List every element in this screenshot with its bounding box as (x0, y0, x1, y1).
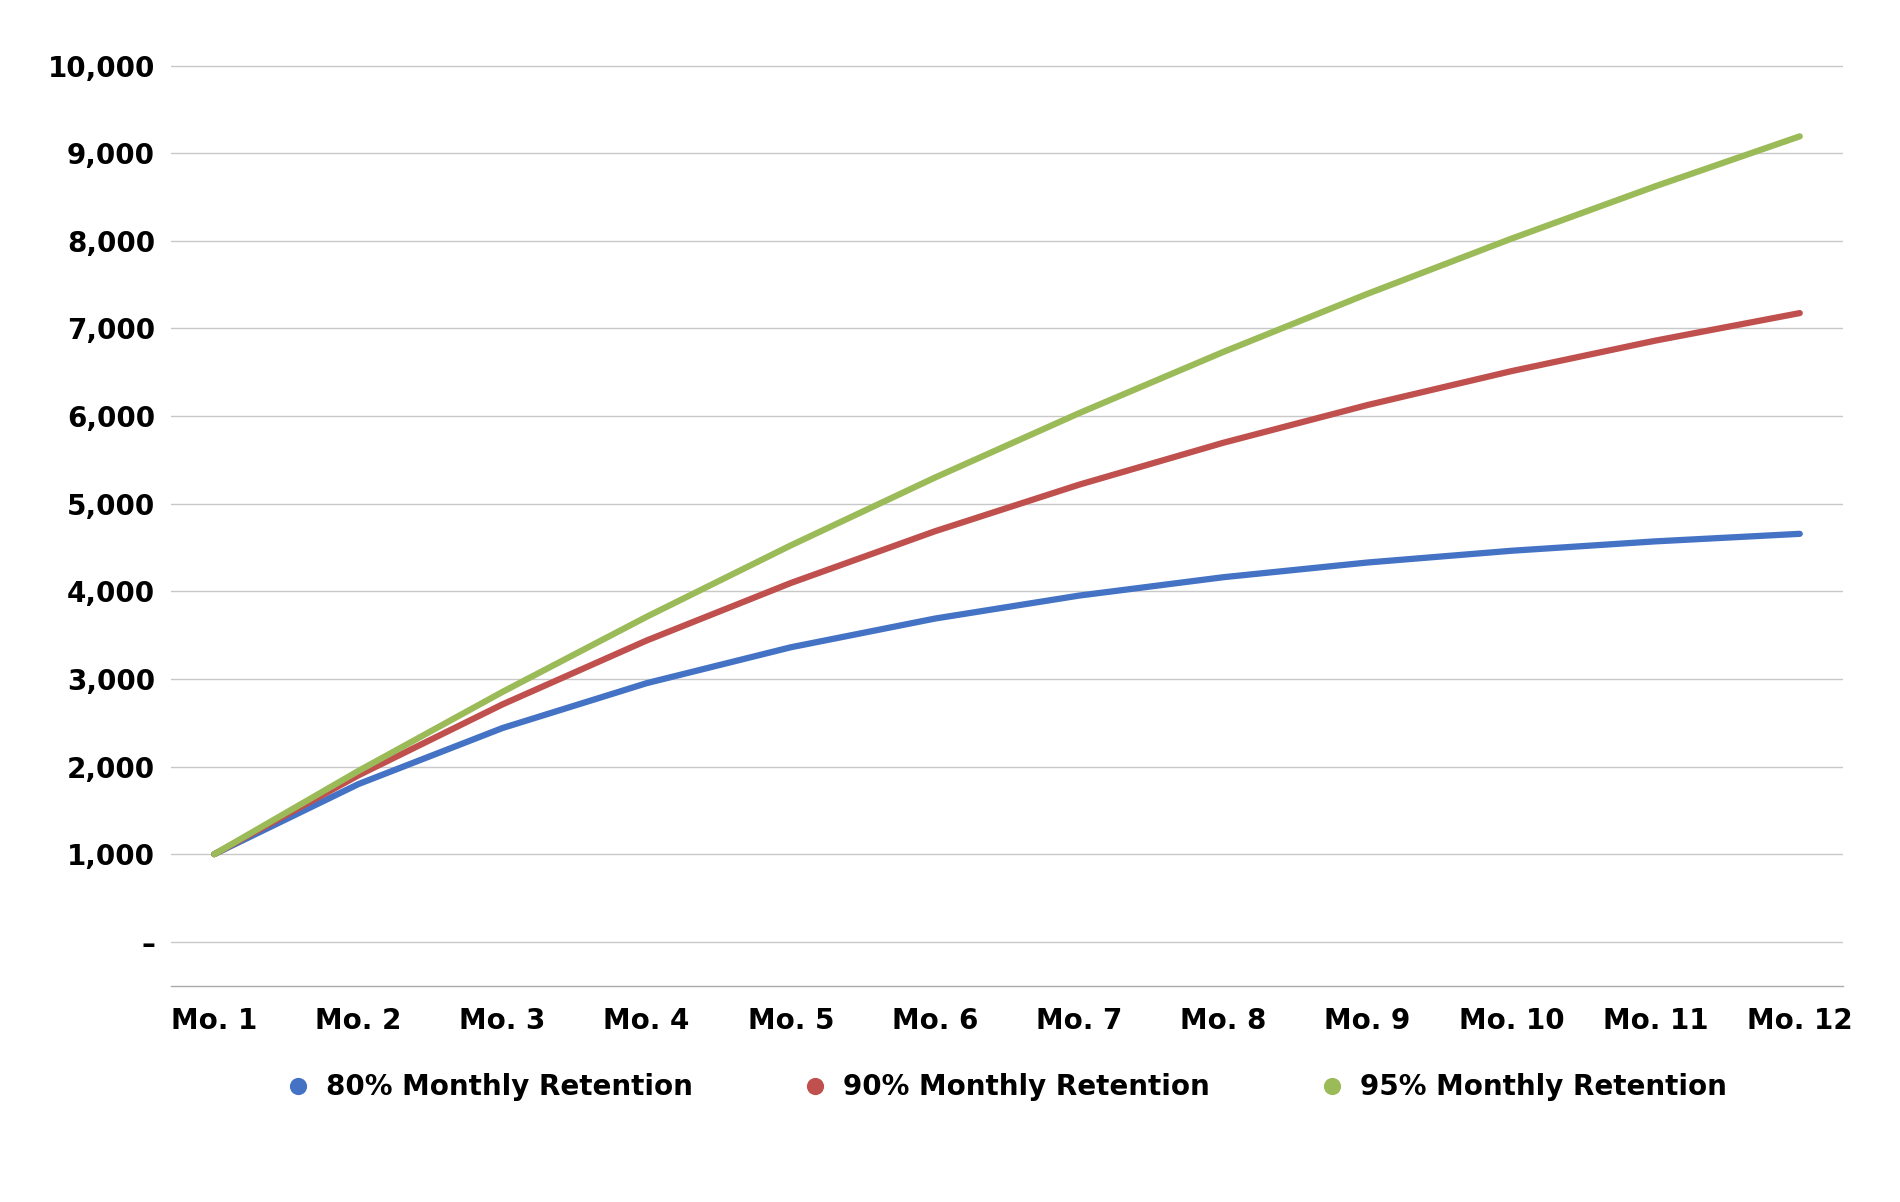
Legend: 80% Monthly Retention, 90% Monthly Retention, 95% Monthly Retention: 80% Monthly Retention, 90% Monthly Reten… (276, 1063, 1738, 1112)
